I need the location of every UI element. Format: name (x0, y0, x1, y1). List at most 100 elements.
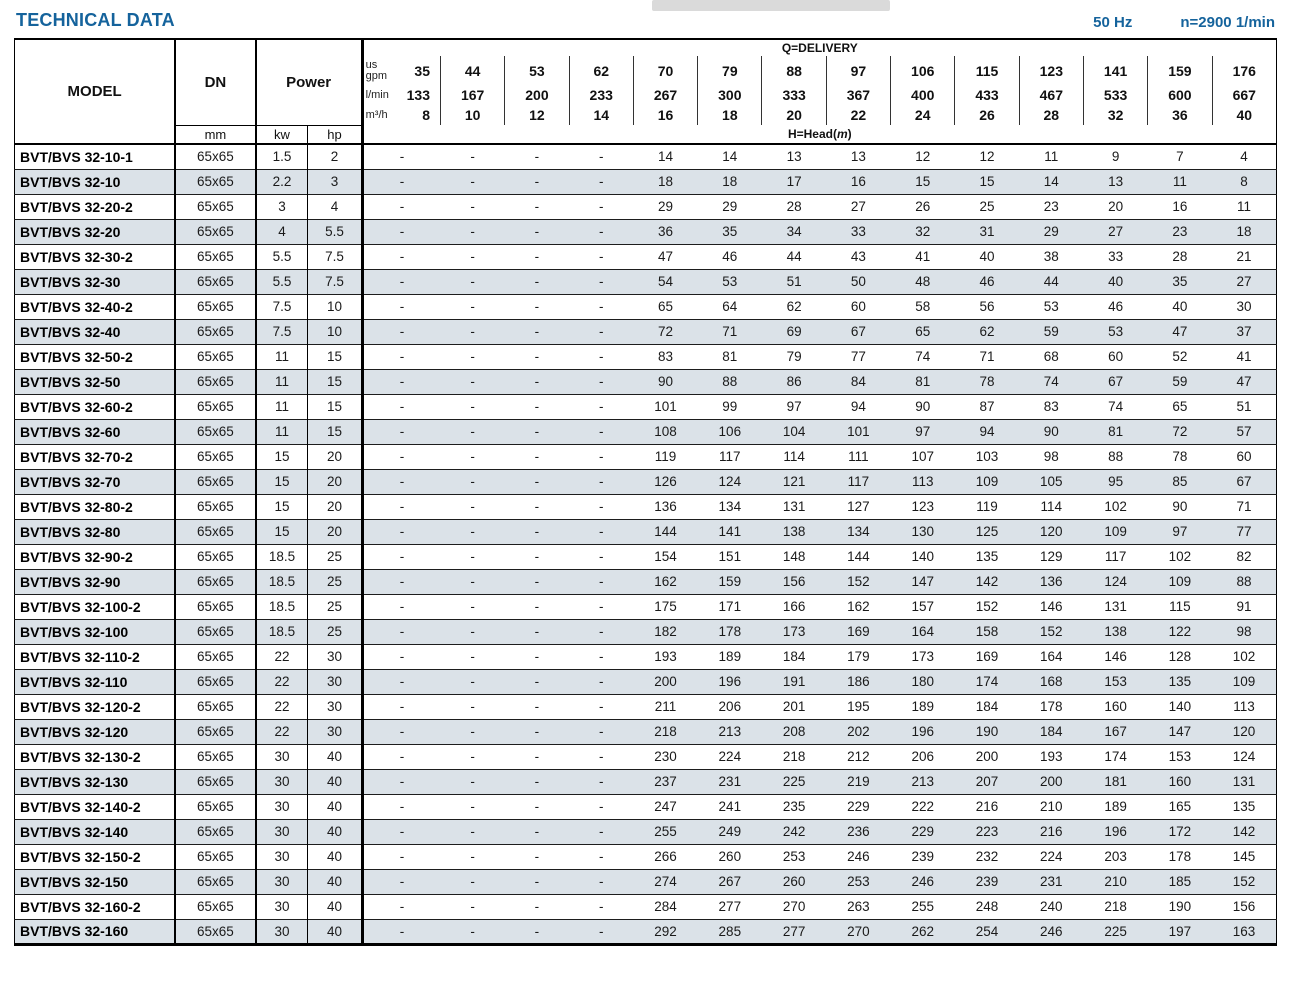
dn-cell: 65x65 (175, 494, 257, 519)
head-value-cell: - (399, 424, 405, 439)
head-value-cell: 231 (1040, 874, 1063, 889)
head-value-cell: 113 (911, 474, 934, 489)
head-value-cell: 184 (1040, 724, 1063, 739)
kw-cell: 22 (255, 644, 309, 669)
head-value-cell: 109 (1168, 574, 1192, 589)
head-value-cell: - (598, 274, 604, 289)
head-value-cell: 158 (975, 624, 999, 639)
head-value-cell: - (534, 849, 540, 864)
speed-label: n=2900 1/min (1180, 14, 1275, 31)
head-value-cell: 277 (718, 899, 742, 914)
head-value-cell: - (534, 724, 540, 739)
head-value-cell: - (598, 399, 604, 414)
head-value-cell: 67 (850, 324, 866, 339)
head-value-cell: 131 (782, 499, 806, 514)
head-value-cell: 12 (915, 149, 931, 165)
head-value-cell: 218 (654, 724, 677, 739)
delivery-value-cell: 18 (697, 105, 762, 125)
model-cell: BVT/BVS 32-140-2 (14, 794, 177, 819)
head-value-cell: 135 (1232, 799, 1256, 814)
head-value-cell: - (399, 724, 405, 739)
dn-cell: 65x65 (175, 719, 257, 744)
table-row: BVT/BVS 32-30 65x65 5.5 7.5 - - - - 54 53 51 50 48 46… (14, 269, 1277, 294)
table-row: BVT/BVS 32-110 65x65 22 30 - - - - 200 196 191 186 1… (14, 669, 1277, 694)
dn-cell: 65x65 (175, 469, 257, 494)
head-value-cell: - (470, 149, 475, 165)
dn-cell: 65x65 (175, 369, 257, 394)
table-row: BVT/BVS 32-120-2 65x65 22 30 - - - - 211 206 201 19… (14, 694, 1277, 719)
head-value-cell: 146 (1040, 599, 1063, 614)
dn-cell: 65x65 (175, 794, 257, 819)
head-value-cell: - (598, 624, 604, 639)
gpm-header-row: us gpm 35 44 53 62 70 79 88 97 106 115 123 141 159 176 (15, 56, 1277, 85)
head-value-cell: 174 (1104, 749, 1127, 764)
head-value-cell: 81 (1108, 424, 1124, 439)
head-value-cell: 224 (1040, 849, 1063, 864)
table-row: BVT/BVS 32-100-2 65x65 18.5 25 - - - - 175 171 166… (14, 594, 1277, 619)
head-value-cell: 33 (1108, 249, 1124, 264)
delivery-unit-cell: l/min 133 (362, 85, 440, 105)
hp-cell: 4 (307, 194, 364, 219)
table-row: BVT/BVS 32-40-2 65x65 7.5 10 - - - - 65 64 62 60 58 5… (14, 294, 1277, 319)
head-value-cell: 83 (1043, 399, 1059, 414)
model-cell: BVT/BVS 32-70-2 (14, 444, 177, 469)
head-value-cell: - (399, 649, 405, 664)
delivery-value-cell: 20 (761, 105, 827, 125)
head-value-cell: - (399, 699, 405, 714)
head-value-cell: 38 (1043, 249, 1059, 264)
head-value-cell: 148 (782, 549, 806, 564)
head-value-cell: 237 (654, 774, 677, 789)
head-value-cell: 35 (1172, 274, 1188, 289)
head-value-cell: 98 (1043, 449, 1059, 464)
table-row: BVT/BVS 32-90 65x65 18.5 25 - - - - 162 159 156 152… (14, 569, 1277, 594)
head-value-cell: - (399, 249, 405, 264)
model-cell: BVT/BVS 32-130 (14, 769, 177, 794)
head-value-cell: 141 (718, 524, 742, 539)
head-value-cell: - (399, 499, 405, 514)
head-label-close: ) (847, 127, 852, 141)
head-value-cell: - (534, 599, 540, 614)
head-value-cell: 53 (722, 274, 738, 289)
table-row: BVT/BVS 32-140-2 65x65 30 40 - - - - 247 241 235 22… (14, 794, 1277, 819)
head-value-cell: 46 (722, 249, 738, 264)
head-value-cell: 159 (718, 574, 742, 589)
power-column-header: Power (255, 39, 364, 126)
head-value-cell: 131 (1232, 774, 1256, 789)
head-value-cell: - (598, 324, 604, 339)
head-value-cell: 11 (1044, 149, 1059, 165)
head-value-cell: 44 (786, 249, 802, 264)
head-value-cell: 32 (915, 224, 931, 239)
table-row: BVT/BVS 32-40 65x65 7.5 10 - - - - 72 71 69 67 65 62 5… (14, 319, 1277, 344)
head-value-cell: 121 (782, 474, 806, 489)
head-value-cell: 201 (782, 699, 806, 714)
hp-cell: 25 (307, 594, 364, 619)
head-value-cell: 190 (1168, 899, 1192, 914)
head-value-cell: - (470, 349, 475, 364)
head-value-cell: 255 (654, 824, 677, 839)
dn-cell: 65x65 (175, 744, 257, 769)
kw-cell: 2.2 (255, 169, 309, 194)
table-body: BVT/BVS 32-10-1 65x65 1.5 2- - - -14 14 13 13 12 12… (14, 144, 1277, 944)
head-value-cell: - (470, 574, 475, 589)
head-value-cell: - (470, 424, 475, 439)
head-value-cell: 25 (979, 199, 995, 214)
head-value-cell: 85 (1172, 474, 1188, 489)
head-value-cell: 193 (654, 649, 677, 664)
model-cell: BVT/BVS 32-90 (14, 569, 177, 594)
head-value-cell: - (598, 649, 604, 664)
head-value-cell: 14 (658, 149, 674, 165)
model-cell: BVT/BVS 32-80 (14, 519, 177, 544)
table-header: MODEL DN Power Q=DELIVERY us gpm 35 44 53 62… (14, 39, 1277, 144)
head-value-cell: 8 (1240, 174, 1248, 189)
head-value-cell: 74 (1043, 374, 1059, 389)
model-cell: BVT/BVS 32-160 (14, 919, 177, 944)
head-value-cell: 4 (1240, 149, 1248, 165)
head-value-cell: 146 (1104, 649, 1127, 664)
table-row: BVT/BVS 32-80-2 65x65 15 20 - - - - 136 134 131 127… (14, 494, 1277, 519)
delivery-value-cell: 97 (825, 56, 891, 85)
hp-unit-label: hp (307, 125, 364, 144)
head-value-cell: 41 (1236, 349, 1252, 364)
kw-cell: 4 (255, 219, 309, 244)
head-value-cell: 65 (1172, 399, 1188, 414)
hp-cell: 20 (307, 444, 364, 469)
